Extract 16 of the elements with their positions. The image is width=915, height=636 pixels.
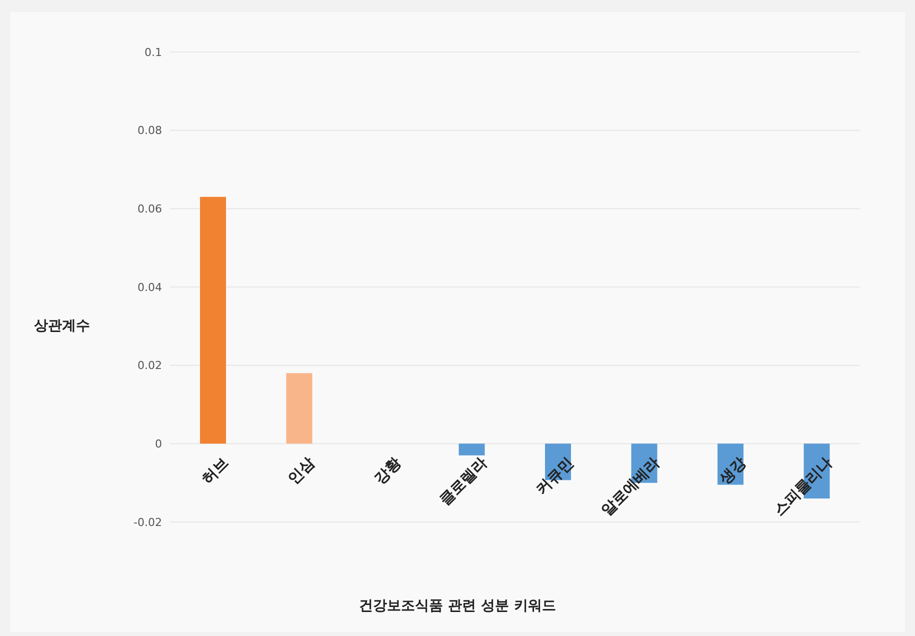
x-tick-label: 인삼 [284,454,318,488]
y-axis-title: 상관계수 [34,317,90,335]
x-tick-label: 생강 [714,454,750,488]
y-tick-label: -0.02 [134,516,162,529]
x-tick-label: 강황 [370,454,404,488]
bar [458,444,485,456]
bar [286,373,312,444]
x-axis-title: 건강보조식품 관련 성분 키워드 [358,597,557,615]
bar [200,196,226,444]
y-tick-label: 0.08 [138,124,162,138]
y-tick-label: 0.06 [138,202,162,216]
y-tick-label: 0 [155,438,162,451]
y-tick-label: 0.04 [138,280,162,294]
x-tick-label: 허브 [198,454,232,488]
y-tick-label: 0.02 [138,359,162,372]
y-tick-label: 0.1 [144,46,162,59]
